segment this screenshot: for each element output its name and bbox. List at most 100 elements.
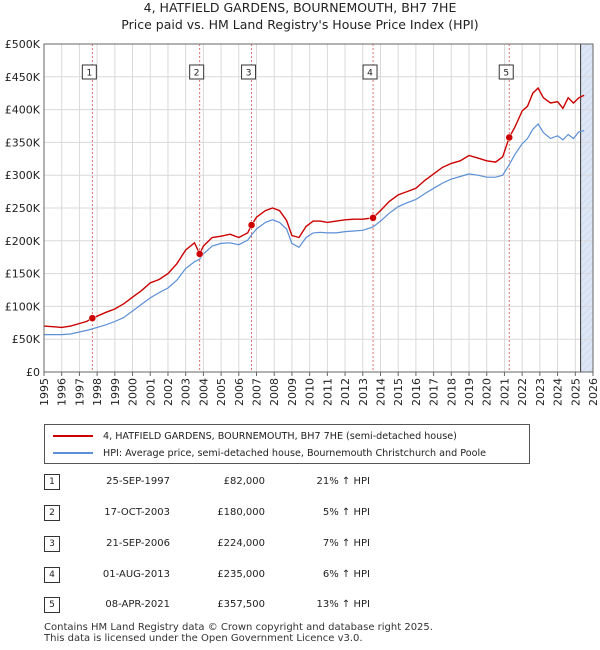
x-tick-label: 2004 [197,378,210,406]
sale-hpi-diff: 13% ↑ HPI [316,599,370,610]
x-tick-label: 1996 [56,378,69,406]
legend-swatch-hpi [53,452,93,454]
legend-entry-property: 4, HATFIELD GARDENS, BOURNEMOUTH, BH7 7H… [53,428,457,444]
sale-marker-label: 1 [86,69,92,79]
sale-marker-label: 4 [367,69,373,79]
projection-hatch [580,199,593,213]
x-tick-label: 2016 [410,378,423,406]
table-row: 5 08-APR-2021 £357,500 13% ↑ HPI [0,597,600,615]
sale-price: £357,500 [217,599,265,610]
sale-number-badge: 3 [44,536,60,552]
property-series-line [43,86,585,329]
sale-date: 08-APR-2021 [105,599,170,610]
y-tick-label: £400K [5,104,41,117]
sale-marker-box [362,64,378,80]
x-tick-label: 1995 [38,378,51,406]
sale-point [88,314,97,322]
x-tick-label: 2003 [180,378,193,406]
projection-hatch [580,311,593,325]
price-chart: £0 £50K £100K £150K £200K £250K £300K £350K £400… [5,38,600,406]
sale-number-badge: 1 [44,474,60,490]
y-tick-label: £350K [5,136,41,149]
x-tick-label: 2012 [339,378,352,406]
sale-date: 25-SEP-1997 [106,476,170,487]
sale-hpi-diff: 7% ↑ HPI [322,538,370,549]
x-tick-label: 2008 [268,378,281,406]
sale-number-badge: 2 [44,505,60,521]
x-tick-label: 2000 [127,378,140,406]
plot-border [43,43,594,373]
legend-swatch-property [53,435,93,437]
sale-marker-label: 2 [194,69,200,79]
x-tick-label: 2015 [392,378,405,406]
x-tick-label: 2007 [251,378,264,406]
projection-hatch [580,94,593,108]
sale-hpi-diff: 5% ↑ HPI [322,507,370,518]
x-tick-label: 1997 [73,378,86,406]
x-tick-label: 2002 [162,378,175,406]
sale-number-badge: 4 [44,567,60,583]
projection-hatch [580,206,593,220]
sale-date: 21-SEP-2006 [106,538,170,549]
x-tick-label: 2021 [498,378,511,406]
table-row: 1 25-SEP-1997 £82,000 21% ↑ HPI [0,474,600,492]
x-tick-label: 2017 [428,378,441,406]
x-tick-label: 2013 [357,378,370,406]
chart-legend: 4, HATFIELD GARDENS, BOURNEMOUTH, BH7 7H… [44,424,530,464]
sale-marker-box [189,64,205,80]
y-tick-label: £200K [5,235,41,248]
sale-number-badge: 5 [44,597,60,613]
sale-price: £180,000 [217,507,265,518]
legend-label-property: 4, HATFIELD GARDENS, BOURNEMOUTH, BH7 7H… [103,430,457,442]
sale-date: 17-OCT-2003 [104,507,170,518]
y-tick-label: £0 [26,366,40,379]
sale-price: £82,000 [223,476,265,487]
x-tick-label: 2022 [516,378,529,406]
x-tick-label: 2026 [587,378,600,406]
table-row: 2 17-OCT-2003 £180,000 5% ↑ HPI [0,505,600,523]
x-tick-label: 2018 [445,378,458,406]
sale-hpi-diff: 21% ↑ HPI [316,476,370,487]
x-tick-label: 2023 [534,378,547,406]
table-row: 4 01-AUG-2013 £235,000 6% ↑ HPI [0,567,600,585]
sale-price: £224,000 [217,538,265,549]
x-tick-label: 2009 [286,378,299,406]
table-row: 3 21-SEP-2006 £224,000 7% ↑ HPI [0,536,600,554]
x-tick-label: 2001 [144,378,157,406]
copyright-text: Contains HM Land Registry data © Crown c… [44,622,433,633]
x-tick-label: 2014 [374,378,387,406]
sale-marker-box [81,64,97,80]
sale-marker-label: 5 [503,69,509,79]
licence-text: This data is licensed under the Open Gov… [44,633,363,644]
x-tick-label: 2011 [321,378,334,406]
projection-hatch [580,87,593,101]
footer-notice: Contains HM Land Registry data © Crown c… [44,622,433,644]
y-tick-label: £100K [5,300,41,313]
y-tick-label: £50K [12,333,41,346]
x-tick-label: 2025 [569,378,582,406]
hpi-series-line [44,123,585,336]
legend-entry-hpi: HPI: Average price, semi-detached house,… [53,445,486,461]
x-tick-label: 2006 [233,378,246,406]
sale-point [195,250,204,258]
x-tick-label: 1998 [91,378,104,406]
x-tick-label: 2010 [304,378,317,406]
sale-date: 01-AUG-2013 [102,569,170,580]
y-tick-label: £250K [5,202,41,215]
sale-point [247,221,256,229]
x-tick-label: 1999 [109,378,122,406]
sale-price: £235,000 [217,569,265,580]
y-tick-label: £150K [5,268,41,281]
y-tick-label: £300K [5,169,41,182]
sale-point [505,133,513,142]
x-tick-label: 2019 [463,378,476,406]
sale-point [369,214,377,222]
sale-hpi-diff: 6% ↑ HPI [322,569,370,580]
y-tick-label: £450K [5,71,41,84]
x-tick-label: 2005 [215,378,228,406]
sale-marker-box [241,64,257,80]
legend-label-hpi: HPI: Average price, semi-detached house,… [103,447,487,459]
y-tick-label: £500K [5,38,41,51]
sale-marker-box [498,64,514,80]
sale-marker-label: 3 [246,69,252,79]
